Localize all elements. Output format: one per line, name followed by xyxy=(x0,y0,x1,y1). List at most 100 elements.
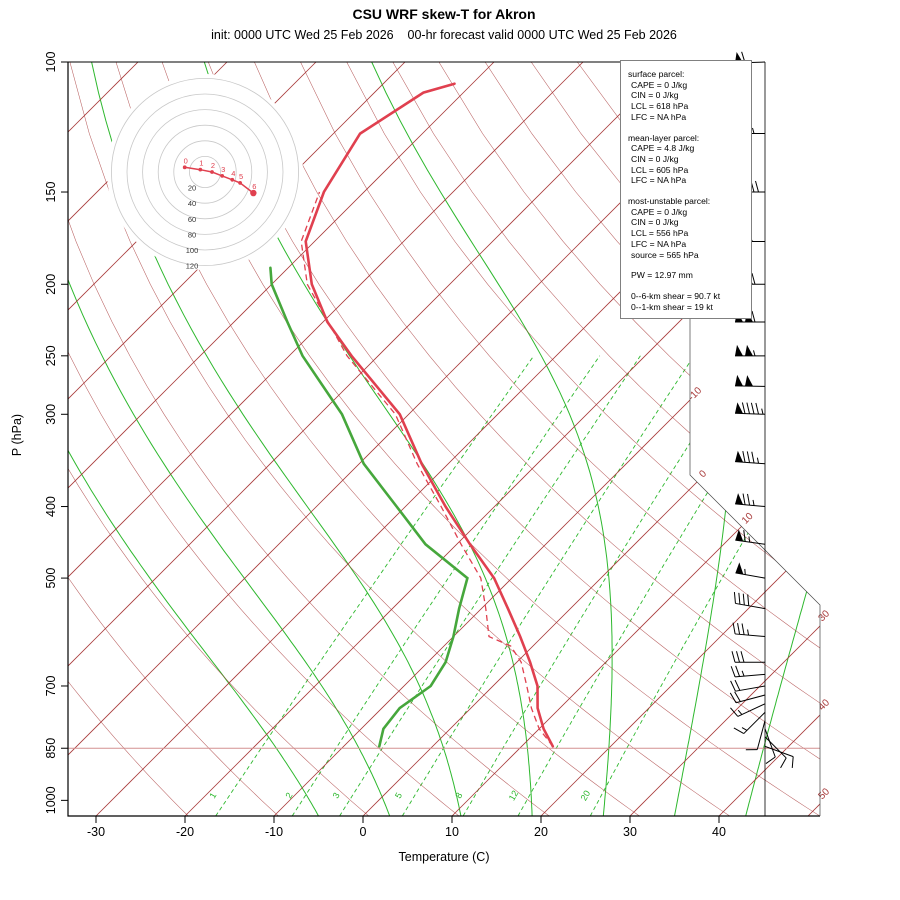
x-tick-label: -20 xyxy=(176,825,194,839)
x-tick-label: 20 xyxy=(534,825,548,839)
isotherm-line xyxy=(540,62,820,816)
y-tick-label: 200 xyxy=(44,274,58,295)
mixing-ratio-label: 12 xyxy=(507,789,521,803)
plot-frame: -30 -20 -10 0 10 20 30 401001502002503004005007… xyxy=(44,52,821,839)
info-box-line: CAPE = 0 J/kg xyxy=(631,79,688,90)
x-tick-label: 40 xyxy=(712,825,726,839)
mixing-ratio-line xyxy=(462,355,747,816)
mixing-ratio-label: 8 xyxy=(453,791,464,800)
info-box-header: most-unstable parcel: xyxy=(628,196,711,207)
y-tick-label: 1000 xyxy=(44,786,58,814)
info-box-section: most-unstable parcel: CAPE = 0 J/kg CIN = … xyxy=(628,196,745,260)
hodograph-ring xyxy=(111,78,299,266)
dry-adiabat xyxy=(69,62,640,816)
hodograph-ring-label: 120 xyxy=(186,262,199,271)
hodograph-ring-label: 80 xyxy=(188,230,196,239)
mixing-ratio-label: 1 xyxy=(207,791,218,800)
info-box-line: LFC = NA hPa xyxy=(631,238,687,249)
moist-adiabat xyxy=(203,62,533,816)
hodograph-point-label: 0 xyxy=(184,156,188,165)
isotherm-line xyxy=(451,62,820,816)
info-box-header: mean-layer parcel: xyxy=(628,132,700,143)
hodograph-point xyxy=(198,167,203,172)
chart-title: CSU WRF skew-T for Akron xyxy=(352,6,536,22)
y-tick-label: 850 xyxy=(44,738,58,759)
hodograph-ring xyxy=(157,124,253,220)
x-tick-label: 0 xyxy=(360,825,367,839)
hodograph-point xyxy=(182,165,187,170)
hodograph-point xyxy=(238,181,243,185)
sounding-curves xyxy=(269,82,555,748)
parcel-info-box: surface parcel: CAPE = 0 J/kg CIN = 0 J/kg… xyxy=(620,60,752,320)
hodograph-point-label: 5 xyxy=(239,172,243,181)
dry-adiabat xyxy=(68,62,460,816)
dry-adiabat xyxy=(115,62,730,816)
chart-subtitle: init: 0000 UTC Wed 25 Feb 2026 00-hr for… xyxy=(211,28,677,42)
x-tick-label: -30 xyxy=(87,825,105,839)
info-box-section: surface parcel: CAPE = 0 J/kg CIN = 0 J/kg… xyxy=(628,69,745,123)
info-box-line: 0--1-km shear = 19 kt xyxy=(631,301,713,312)
hodograph-background xyxy=(107,74,303,270)
hodograph-ring xyxy=(188,155,221,188)
dry-adiabat xyxy=(68,62,189,816)
hodograph-ring-label: 60 xyxy=(188,215,196,224)
hodograph-point xyxy=(250,189,257,197)
hodograph-point-label: 2 xyxy=(211,161,215,170)
info-box-line: CIN = 0 J/kg xyxy=(631,90,679,101)
mixing-ratio-label: 2 xyxy=(283,791,294,800)
isotherm-label: 30 xyxy=(816,608,832,624)
isotherm-label: 50 xyxy=(816,786,832,802)
isotherm-label: 40 xyxy=(816,697,832,713)
info-box-header: surface parcel: xyxy=(628,69,685,79)
info-box-line: PW = 12.97 mm xyxy=(631,270,693,281)
dry-adiabat xyxy=(300,62,820,816)
hodograph-point xyxy=(210,170,214,174)
hodograph-point-label: 6 xyxy=(252,182,256,191)
y-tick-label: 500 xyxy=(44,568,58,589)
y-tick-label: 100 xyxy=(44,52,58,73)
info-box-line: 0--6-km shear = 90.7 kt xyxy=(631,290,721,301)
info-box-line: LFC = NA hPa xyxy=(631,111,687,122)
hodograph-point-label: 3 xyxy=(221,165,225,174)
mixing-ratio-label: 5 xyxy=(393,791,404,800)
hodograph-ring-label: 40 xyxy=(188,199,196,208)
isotherm-label: 10 xyxy=(740,511,756,527)
isotherm-line xyxy=(68,62,228,816)
hodograph-point-label: 1 xyxy=(199,159,203,168)
info-box-section: 0--6-km shear = 90.7 kt 0--1-km shear = 1… xyxy=(628,291,745,312)
info-box-line: LCL = 618 hPa xyxy=(631,101,689,112)
hodograph-point-label: 4 xyxy=(231,169,235,178)
isotherm-label: 0 xyxy=(697,468,709,480)
dry-adiabat xyxy=(254,62,820,816)
mixing-ratio-line xyxy=(517,355,793,816)
y-tick-label: 300 xyxy=(44,404,58,425)
info-box-section: PW = 12.97 mm xyxy=(628,270,745,281)
dry-adiabat xyxy=(392,62,820,816)
isotherm-line xyxy=(629,62,820,816)
hodograph-ring xyxy=(126,93,284,251)
hodograph-point xyxy=(220,174,225,178)
mixing-ratio-line xyxy=(215,355,535,816)
hodograph-point xyxy=(230,177,235,182)
dewpoint-curve xyxy=(269,266,469,748)
x-tick-label: 10 xyxy=(445,825,459,839)
info-box-section: mean-layer parcel: CAPE = 4.8 J/kg CIN = 0… xyxy=(628,133,745,187)
info-box-line: CAPE = 0 J/kg xyxy=(631,206,688,217)
info-box-line: source = 565 hPa xyxy=(631,249,699,260)
moist-adiabat xyxy=(745,62,820,816)
hodograph: 20 40 60 80 100 120 0 1 2 3 4 56 xyxy=(107,74,303,271)
info-box-line: CAPE = 4.8 J/kg xyxy=(631,143,695,154)
dry-adiabat xyxy=(161,62,820,816)
y-tick-label: 400 xyxy=(44,496,58,517)
info-box-line: CIN = 0 J/kg xyxy=(631,217,679,228)
info-box-line: LFC = NA hPa xyxy=(631,175,687,186)
isotherm-line xyxy=(68,62,495,816)
dry-adiabat xyxy=(68,62,550,816)
dry-adiabat xyxy=(68,62,279,816)
dry-adiabat xyxy=(346,62,820,816)
y-tick-label: 250 xyxy=(44,345,58,366)
isotherm-line xyxy=(68,62,673,816)
dry-adiabat xyxy=(761,62,820,816)
